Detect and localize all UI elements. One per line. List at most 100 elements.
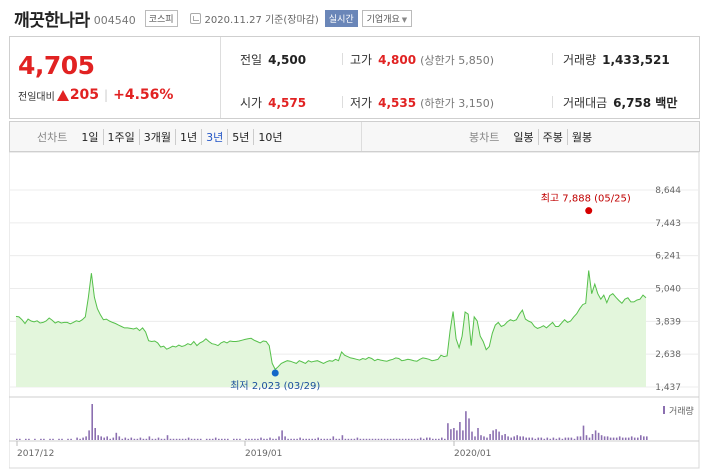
volume-bar <box>130 437 133 440</box>
volume-bar <box>145 438 148 440</box>
volume-bar <box>106 436 108 440</box>
period-10y[interactable]: 10년 <box>253 128 286 145</box>
volume-bar <box>441 437 443 440</box>
stat-value: 4,500 <box>268 53 307 67</box>
price-change: 전일대비 205 | +4.56% <box>18 87 173 103</box>
volume-bar <box>465 411 467 440</box>
volume-bar <box>218 438 220 440</box>
volume-bar <box>52 438 54 440</box>
chart-period-bar: 선차트 1일 1주일 3개월 1년 3년 5년 10년 봉차트 일봉 주봉 월봉 <box>9 121 700 152</box>
volume-bar <box>362 438 365 440</box>
stat-label: 시가 <box>240 96 263 110</box>
period-1d[interactable]: 1일 <box>81 130 99 144</box>
volume-bar <box>269 437 271 440</box>
chevron-down-icon: ▼ <box>401 15 408 24</box>
volume-bar <box>468 418 470 440</box>
volume-bar <box>534 438 537 440</box>
period-1w[interactable]: 1주일 <box>102 128 139 145</box>
y-tick-label: 2,638 <box>655 350 681 360</box>
divider <box>342 96 343 108</box>
volume-bar <box>184 438 187 440</box>
upper-limit: (상한가 5,850) <box>420 54 494 67</box>
volume-bar <box>67 438 69 440</box>
company-overview-dropdown[interactable]: 기업개요 ▼ <box>361 9 413 27</box>
stat-value: 6,758 백만 <box>613 96 678 110</box>
volume-bar <box>157 437 160 440</box>
volume-bar <box>275 438 277 440</box>
volume-bar <box>546 437 549 440</box>
volume-bar <box>178 438 181 440</box>
volume-bar <box>564 437 567 440</box>
stock-code: 004540 <box>93 13 136 27</box>
candle-daily[interactable]: 일봉 <box>513 130 534 144</box>
stat-label: 저가 <box>350 96 373 110</box>
volume-bar <box>643 436 645 440</box>
volume-bar <box>377 438 380 440</box>
volume-bar <box>326 438 329 440</box>
change-amount: 205 <box>69 87 100 103</box>
period-3m[interactable]: 3개월 <box>138 128 175 145</box>
candle-monthly[interactable]: 월봉 <box>566 128 596 145</box>
volume-bar <box>263 438 265 440</box>
realtime-button[interactable]: 실시간 <box>324 9 358 27</box>
y-tick-label: 1,437 <box>655 383 681 393</box>
period-1y[interactable]: 1년 <box>175 128 201 145</box>
volume-bar <box>254 438 256 440</box>
volume-bar <box>239 438 241 440</box>
volume-bar <box>633 437 636 440</box>
volume-bar <box>359 438 362 440</box>
y-tick-label: 8,644 <box>655 186 681 196</box>
price-chart[interactable]: 8,644 7,443 6,241 5,040 3,839 2,638 1,437 거래량 … <box>9 152 700 469</box>
volume-bar <box>82 437 84 440</box>
volume-bar <box>208 438 211 440</box>
volume-bar <box>579 436 582 440</box>
volume-bar <box>142 438 145 440</box>
volume-bar <box>124 437 127 440</box>
volume-bar <box>609 437 612 440</box>
volume-bar <box>618 436 621 440</box>
volume-bar <box>459 422 461 440</box>
volume-bar <box>278 436 280 440</box>
volume-bar <box>260 437 262 440</box>
stock-header: 깨끗한나라 004540 코스피 2020.11.27 기준(장마감) 실시간 … <box>0 0 702 36</box>
volume-bar <box>88 430 90 440</box>
volume-bar <box>426 437 428 440</box>
volume-bar <box>561 438 564 440</box>
volume-bar <box>477 428 479 440</box>
volume-bar <box>251 438 253 440</box>
volume-bar <box>383 438 386 440</box>
volume-bar <box>398 438 401 440</box>
volume-bar <box>435 438 437 440</box>
volume-bar <box>329 438 332 440</box>
volume-bar <box>594 430 597 440</box>
volume-bar <box>570 437 573 440</box>
volume-bar <box>552 437 555 440</box>
volume-bar <box>483 436 485 440</box>
volume-bar <box>450 429 452 440</box>
volume-bar <box>630 436 633 440</box>
period-5y[interactable]: 5년 <box>227 128 253 145</box>
volume-bar <box>16 438 18 440</box>
volume-bar <box>489 434 491 440</box>
volume-bar <box>311 438 313 440</box>
volume-bar <box>456 430 458 440</box>
volume-bar <box>293 438 295 440</box>
price-stats: 전일 4,500 고가 4,800 (상한가 5,850) 거래량 1,433,521 … <box>222 37 700 118</box>
stat-low: 저가 4,535 (하한가 3,150) <box>350 94 494 111</box>
volume-bar <box>169 438 172 440</box>
volume-bar <box>19 438 21 440</box>
volume-bars <box>16 404 648 440</box>
volume-bar <box>266 438 268 440</box>
period-3y[interactable]: 3년 <box>201 128 227 145</box>
volume-bar <box>196 438 199 440</box>
volume-bar <box>513 436 515 440</box>
volume-bar <box>401 438 404 440</box>
volume-bar <box>181 438 184 440</box>
y-tick-label: 7,443 <box>655 219 681 229</box>
volume-bar <box>637 437 639 440</box>
volume-bar <box>380 438 383 440</box>
volume-bar <box>151 438 154 440</box>
stat-amount: 거래대금 6,758 백만 <box>563 94 677 111</box>
volume-bar <box>109 438 111 440</box>
candle-weekly[interactable]: 주봉 <box>537 128 567 145</box>
